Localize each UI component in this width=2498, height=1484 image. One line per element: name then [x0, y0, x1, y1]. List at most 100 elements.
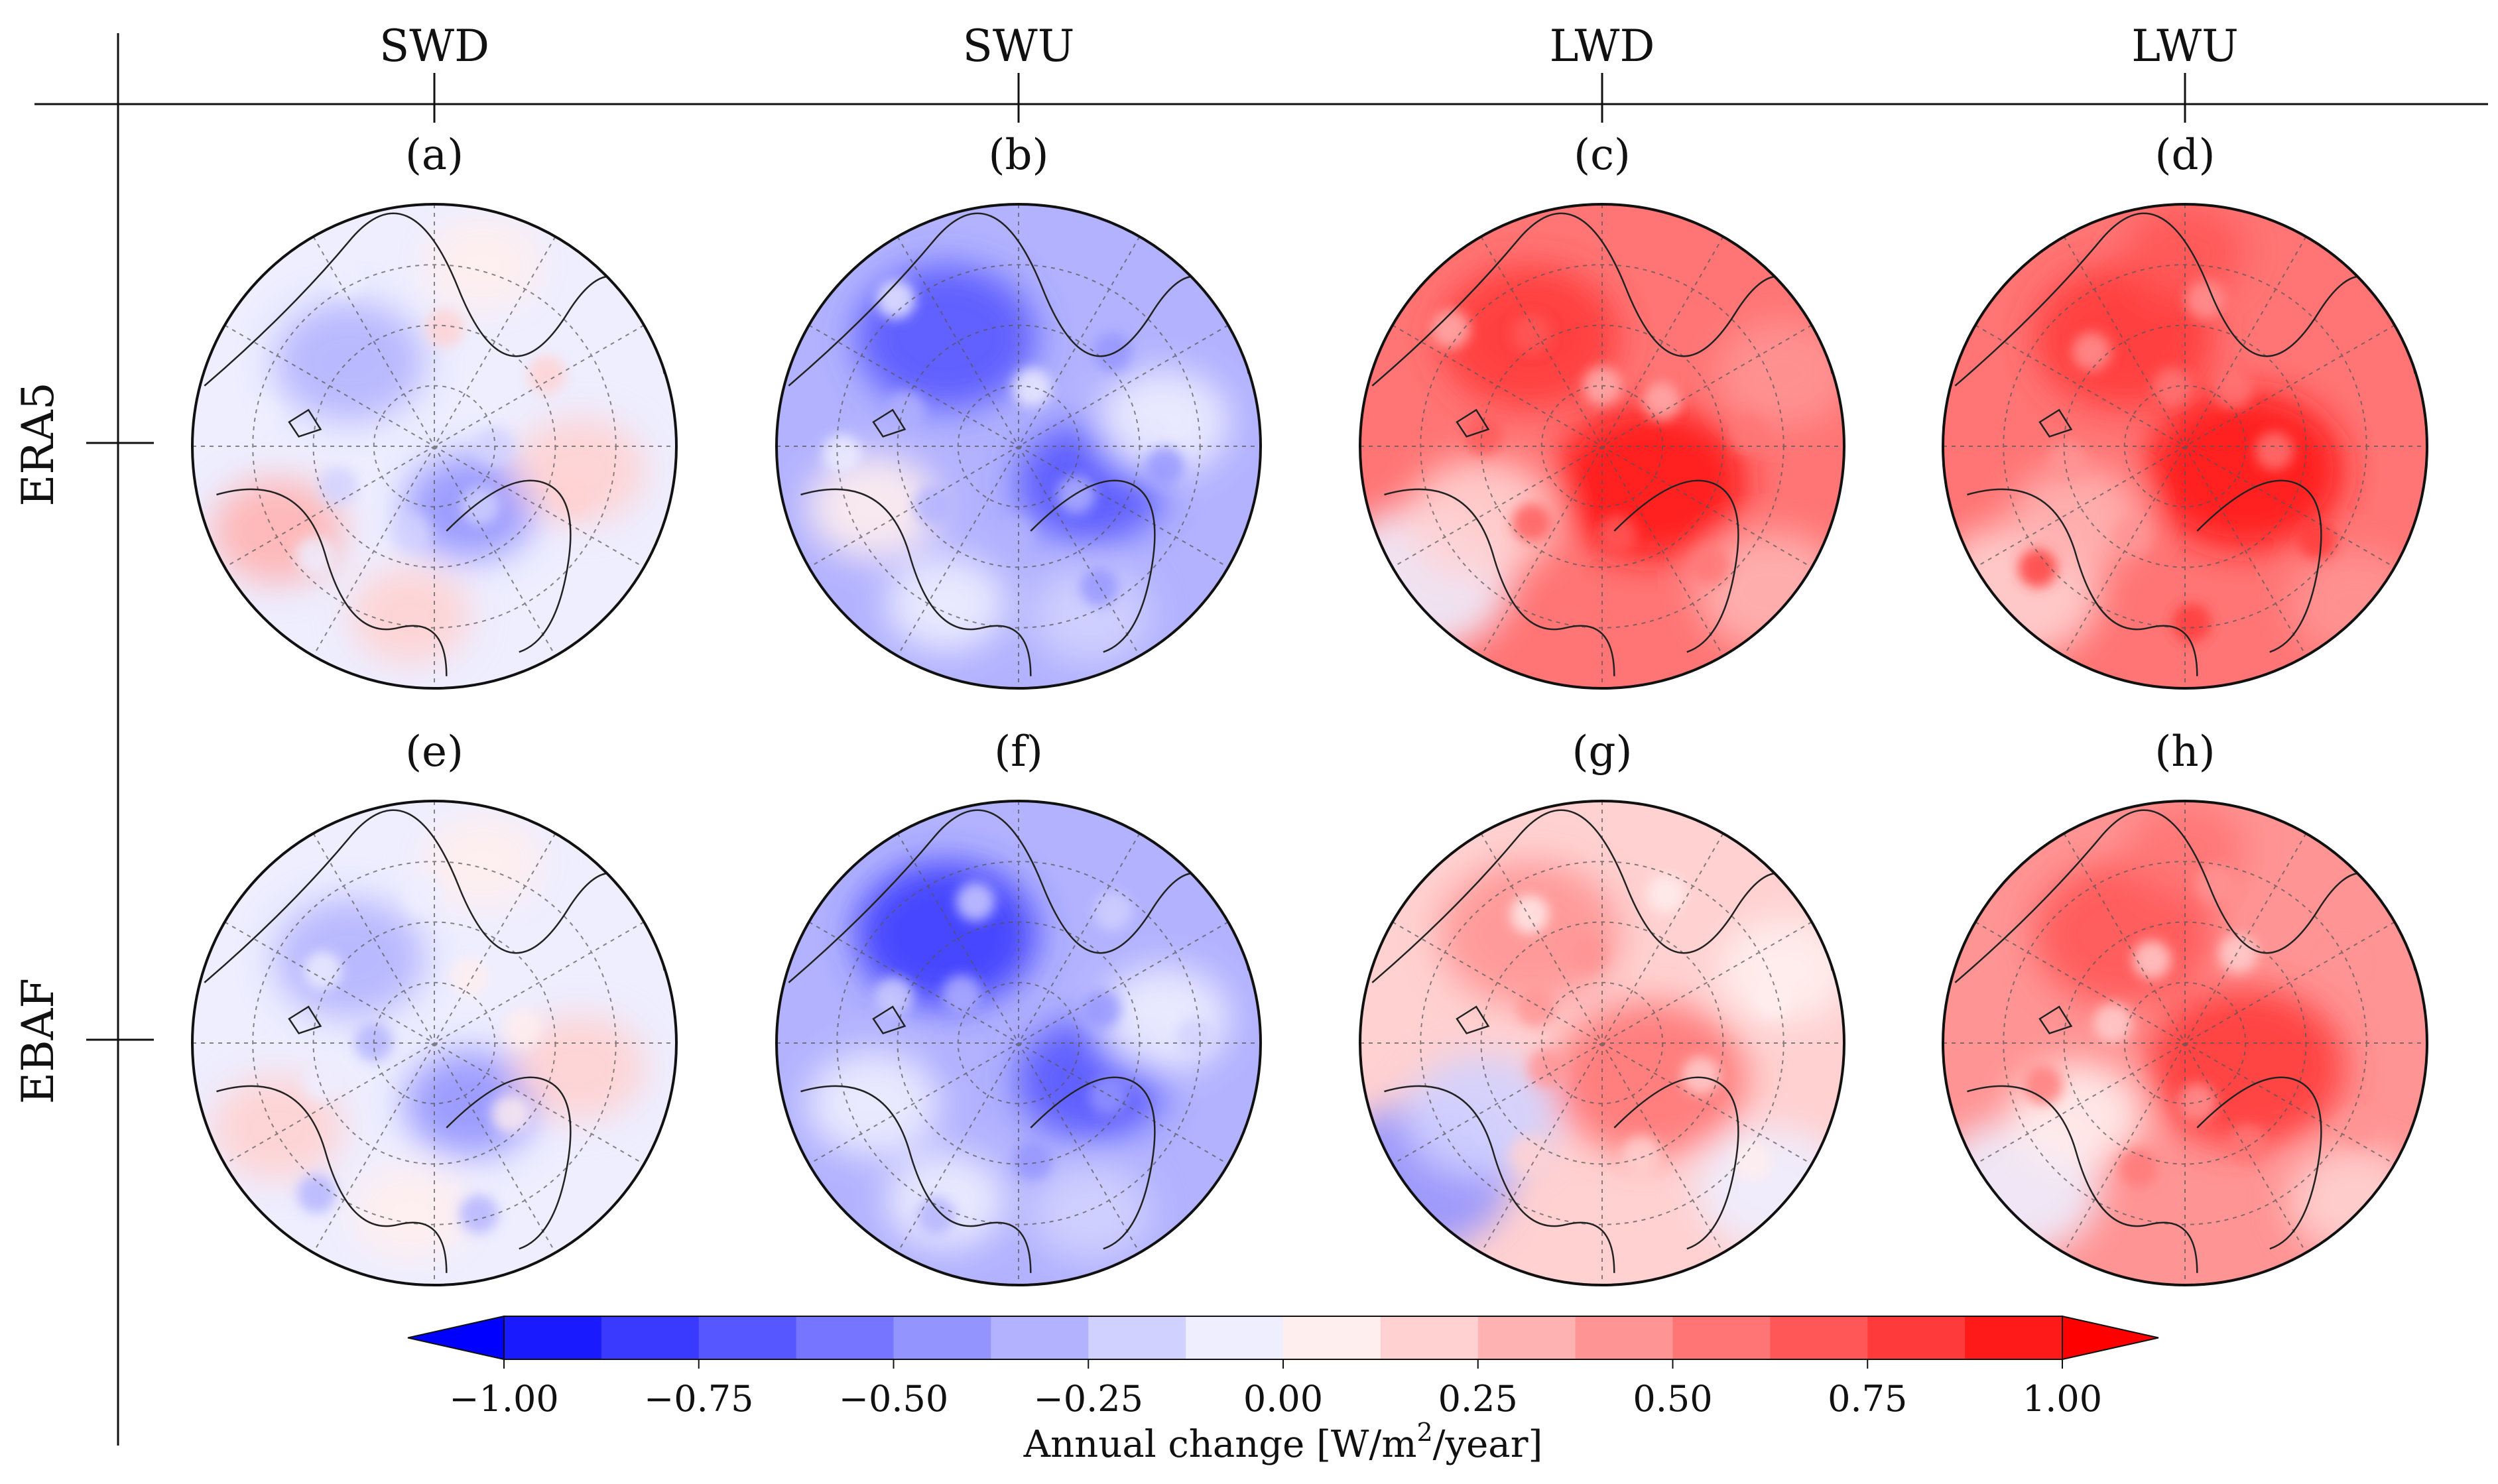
map-border-d — [1942, 203, 2428, 690]
anomaly-speck-f-2 — [916, 1196, 956, 1235]
colorbar-bin-4 — [893, 1316, 991, 1359]
anomaly-speck-a-5 — [527, 355, 566, 395]
colorbar-bin-10 — [1477, 1316, 1576, 1359]
anomaly-region-c-0 — [1554, 404, 1747, 560]
anomaly-region-h-1 — [2033, 861, 2216, 1007]
anomaly-speck-c-3 — [1512, 503, 1551, 542]
anomaly-speck-d-7 — [2255, 431, 2294, 470]
map-panel-e: (e) — [191, 727, 678, 1286]
anomaly-region-d-5 — [2124, 204, 2246, 301]
anomaly-region-g-5 — [1717, 917, 1844, 1024]
coastline-north-america-g — [1384, 1085, 1615, 1273]
anomaly-speck-a-2 — [425, 308, 464, 348]
anomaly-speck-e-3 — [303, 951, 342, 991]
anomaly-speck-h-0 — [2196, 864, 2235, 903]
colorbar-label-prefix: Annual change [W/m — [1023, 1423, 1417, 1466]
anomaly-speck-g-4 — [1621, 1135, 1661, 1174]
anomaly-field-a — [192, 204, 676, 688]
anomaly-speck-d-4 — [2214, 369, 2253, 408]
figure-frame — [34, 33, 2488, 1446]
panel-label-h: (h) — [2155, 727, 2215, 776]
map-panel-f: (f) — [775, 727, 1262, 1286]
colorbar-bin-9 — [1380, 1316, 1479, 1359]
anomaly-speck-a-7 — [326, 257, 366, 296]
anomaly-speck-a-4 — [241, 396, 280, 435]
map-panel-d: (d) — [1942, 131, 2428, 690]
anomaly-region-g-1 — [1438, 861, 1621, 1007]
anomaly-speck-g-5 — [1517, 988, 1556, 1027]
anomaly-speck-h-8 — [2219, 934, 2258, 973]
anomaly-speck-d-9 — [2186, 280, 2225, 320]
map-border-h — [1942, 800, 2428, 1286]
map-border-c — [1359, 203, 1845, 690]
map-border-g — [1359, 800, 1845, 1286]
anomaly-speck-f-3 — [956, 882, 995, 922]
anomaly-speck-e-6 — [403, 876, 442, 916]
anomaly-speck-c-9 — [1511, 314, 1551, 353]
colorbar-bin-12 — [1672, 1316, 1771, 1359]
anomaly-speck-b-6 — [913, 486, 953, 525]
graticule-e — [192, 801, 676, 1285]
colorbar-extend-min — [407, 1315, 505, 1361]
colorbar-tick-label-5: 0.25 — [1438, 1378, 1518, 1420]
colorbar-tick-label-8: 1.00 — [2023, 1378, 2102, 1420]
row-titles: ERA5 EBAF — [13, 382, 154, 1104]
coastline-islands-c — [1456, 408, 1490, 438]
meridian-f-5 — [808, 921, 1229, 1165]
panel-label-a: (a) — [405, 131, 464, 180]
colorbar-bin-15 — [1965, 1316, 2063, 1359]
column-titles: SWD SWU LWD LWU — [379, 21, 2239, 123]
coastline-greenland-c — [1613, 479, 1739, 653]
anomaly-speck-b-1 — [822, 434, 861, 473]
colorbar-bin-1 — [601, 1316, 700, 1359]
anomaly-speck-c-0 — [1597, 515, 1637, 554]
anomaly-speck-c-7 — [1642, 381, 1682, 420]
colorbar-label-suffix: /year] — [1433, 1423, 1543, 1466]
anomaly-region-e-0 — [274, 898, 426, 1019]
coastline-north-america-f — [800, 1085, 1032, 1273]
coastline-greenland-h — [2196, 1076, 2322, 1250]
anomaly-region-e-3 — [513, 1014, 647, 1121]
anomaly-speck-h-9 — [2178, 1083, 2217, 1122]
colorbar-label: Annual change [W/m2/year] — [1023, 1418, 1543, 1466]
anomaly-region-g-0 — [1554, 1001, 1747, 1157]
anomaly-speck-b-3 — [995, 516, 1034, 556]
graticule-g — [1360, 801, 1844, 1285]
graticule-h — [1943, 801, 2427, 1285]
anomaly-speck-d-8 — [2018, 548, 2058, 588]
coastline-islands-d — [2038, 408, 2073, 438]
anomaly-region-g-4 — [1696, 1127, 1844, 1249]
anomaly-speck-g-0 — [1510, 895, 1550, 934]
panel-label-c: (c) — [1574, 131, 1631, 180]
map-panels: (a) (b) (c) (d) (e) (f) (g) (h) — [191, 131, 2428, 1286]
colorbar-tick-label-3: −0.25 — [1034, 1378, 1143, 1420]
anomaly-speck-c-1 — [1431, 310, 1471, 349]
coastlines-e — [204, 809, 666, 1273]
colorbar-tick-label-0: −1.00 — [449, 1378, 558, 1420]
anomaly-speck-h-3 — [2323, 944, 2363, 983]
colorbar-tick-label-7: 0.75 — [1828, 1378, 1907, 1420]
anomaly-speck-h-4 — [2118, 1148, 2157, 1187]
panel-label-g: (g) — [1572, 727, 1633, 776]
coastline-north-america-e — [216, 1085, 448, 1273]
anomaly-speck-g-3 — [1647, 874, 1686, 914]
coastline-greenland-d — [2196, 479, 2322, 653]
coastline-north-america-b — [800, 488, 1032, 676]
anomaly-speck-h-6 — [2338, 1107, 2377, 1146]
anomaly-region-c-3 — [1405, 458, 1557, 580]
meridian-h-5 — [1975, 921, 2395, 1165]
anomaly-speck-f-7 — [1013, 1141, 1052, 1180]
anomaly-speck-h-7 — [2024, 1066, 2063, 1105]
graticule-d — [1943, 204, 2427, 688]
anomaly-speck-b-9 — [886, 391, 925, 430]
anomaly-speck-d-2 — [2298, 521, 2337, 560]
meridian-b-5 — [808, 324, 1229, 568]
panel-label-f: (f) — [994, 727, 1043, 776]
anomaly-speck-g-6 — [1753, 979, 1793, 1019]
map-panel-h: (h) — [1942, 727, 2428, 1286]
anomaly-region-d-0 — [2145, 391, 2345, 550]
coastline-islands-b — [872, 408, 906, 438]
map-border-e — [191, 800, 678, 1286]
anomaly-speck-e-2 — [459, 1194, 499, 1234]
anomaly-speck-e-7 — [491, 1094, 531, 1134]
